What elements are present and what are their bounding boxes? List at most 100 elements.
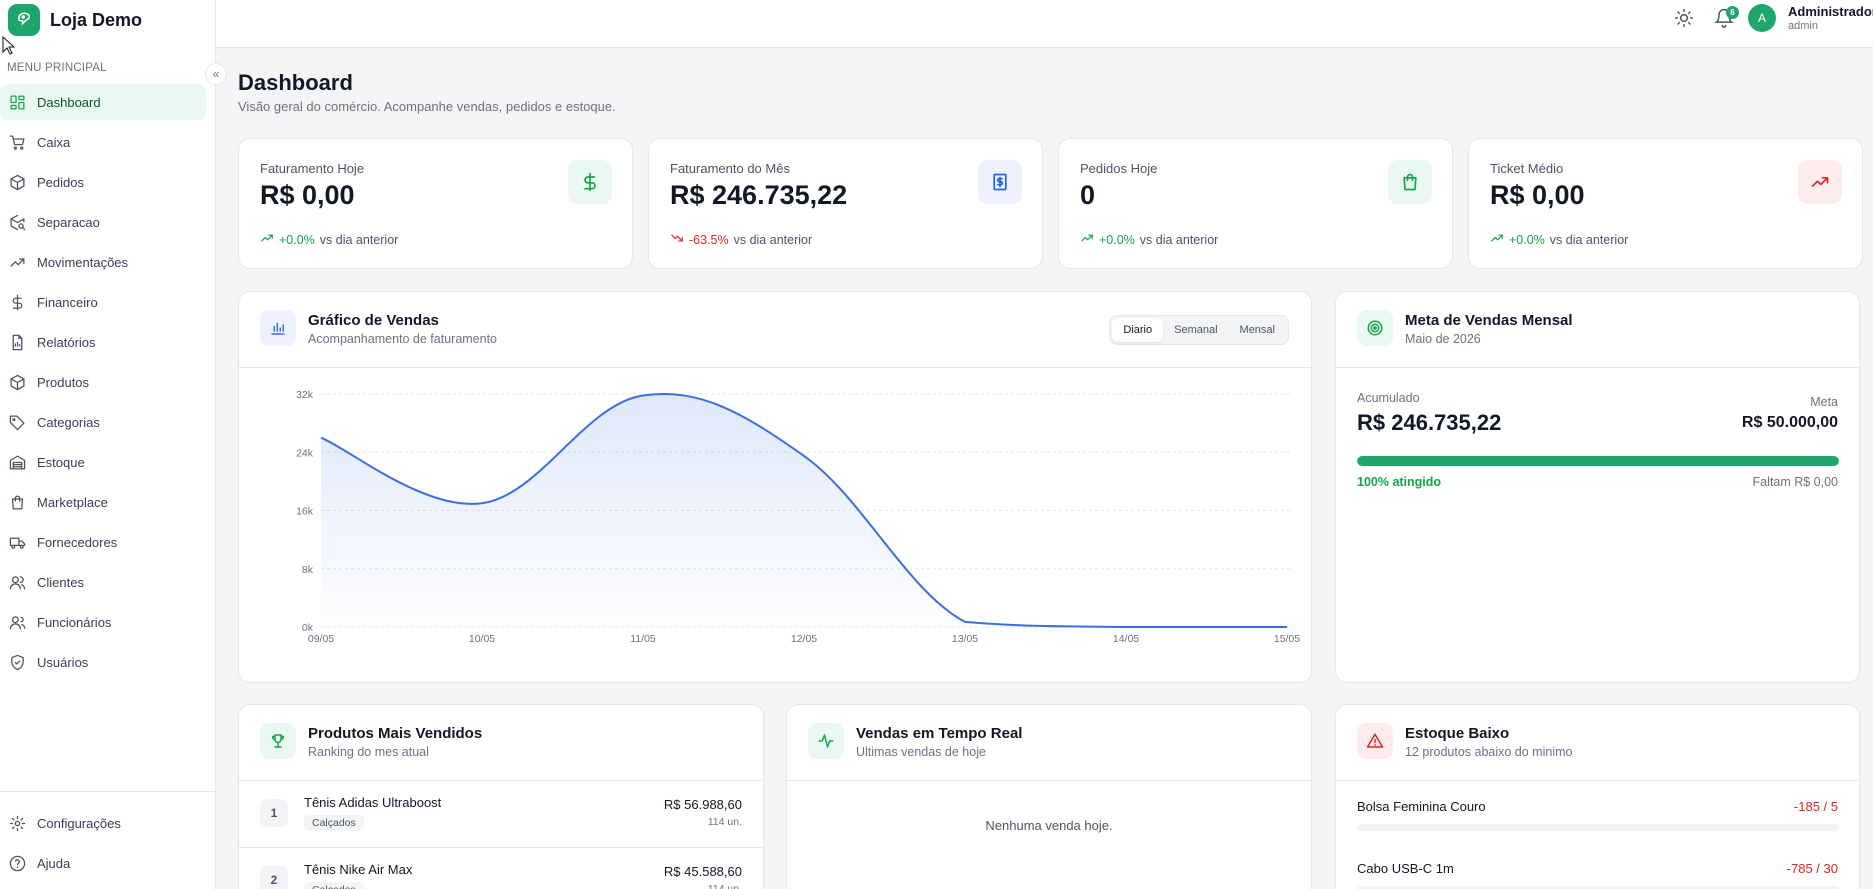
list-item[interactable]: 1 Tênis Adidas Ultraboost Calçados R$ 56.98… xyxy=(239,781,763,848)
goal-title: Meta de Vendas Mensal xyxy=(1405,312,1573,329)
kpi-card: Ticket Médio R$ 0,00 +0.0% vs dia anterior xyxy=(1468,138,1863,269)
sidebar-item-label: Funcionários xyxy=(37,614,112,630)
low-stock-subtitle: 12 produtos abaixo do minimo xyxy=(1405,745,1573,759)
sidebar-divider xyxy=(0,791,216,792)
sales-goal-card: Meta de Vendas Mensal Maio de 2026 Acumu… xyxy=(1335,291,1860,683)
bar-chart-icon xyxy=(260,310,296,346)
bell-icon xyxy=(1714,8,1734,28)
period-selector: Diario Semanal Mensal xyxy=(1109,315,1289,345)
avatar[interactable]: A xyxy=(1748,4,1776,32)
sidebar-item-label: Movimentações xyxy=(37,254,129,270)
x-tick-label: 12/05 xyxy=(791,633,817,645)
goal-achieved-text: 100% atingido xyxy=(1357,475,1442,489)
kpi-delta-caption: vs dia anterior xyxy=(319,232,399,247)
sidebar-item-fornecedores[interactable]: Fornecedores xyxy=(0,524,206,560)
tab-mensal[interactable]: Mensal xyxy=(1239,324,1275,336)
list-item[interactable]: 2 Tênis Nike Air Max Calçados R$ 45.588,60 1… xyxy=(239,848,763,889)
sun-icon xyxy=(1674,8,1694,28)
page-title: Dashboard xyxy=(238,70,353,95)
sidebar-item-label: Fornecedores xyxy=(37,534,118,550)
stock-level-bar xyxy=(1357,886,1839,889)
stock-level-bar xyxy=(1357,824,1839,831)
sidebar-item-label: Categorias xyxy=(37,414,100,430)
sales-chart-subtitle: Acompanhamento de faturamento xyxy=(308,332,498,346)
y-tick-label: 8k xyxy=(302,564,314,576)
sidebar-item-financeiro[interactable]: Financeiro xyxy=(0,284,206,320)
sidebar-item-produtos[interactable]: Produtos xyxy=(0,364,206,400)
shield-icon xyxy=(8,653,26,671)
sidebar-item-label: Pedidos xyxy=(37,174,84,190)
theme-toggle-button[interactable] xyxy=(1674,8,1694,28)
sidebar-item-clientes[interactable]: Clientes xyxy=(0,564,206,600)
x-tick-label: 10/05 xyxy=(469,633,495,645)
realtime-sales-card: Vendas em Tempo Real Ultimas vendas de h… xyxy=(786,704,1312,889)
kpi-delta-percent: +0.0% xyxy=(1509,232,1545,247)
kpi-label: Faturamento do Mês xyxy=(670,161,790,176)
sidebar-item-label: Usuários xyxy=(37,654,89,670)
sidebar-item-funcionarios[interactable]: Funcionários xyxy=(0,604,206,640)
sidebar-bottom-nav: Configurações Ajuda xyxy=(0,805,206,885)
goal-progress-fill xyxy=(1357,456,1839,466)
collapse-sidebar-button[interactable]: « xyxy=(205,63,227,85)
product-quantity: 114 un. xyxy=(707,816,742,828)
y-tick-label: 32k xyxy=(296,389,314,401)
accumulated-label: Acumulado xyxy=(1357,391,1420,405)
sales-area-chart: 0k 8k 16k 24k 32k 09/05 10/05 11/05 12/05 13/05 14… xyxy=(296,389,1300,645)
sidebar-item-caixa[interactable]: Caixa xyxy=(0,124,206,160)
sidebar-item-label: Configurações xyxy=(37,815,121,831)
sidebar-item-separacao[interactable]: Separacao xyxy=(0,204,206,240)
sidebar-item-marketplace[interactable]: Marketplace xyxy=(0,484,206,520)
product-category-badge: Calçados xyxy=(304,815,364,831)
x-tick-label: 11/05 xyxy=(630,633,656,645)
box-icon xyxy=(8,373,26,391)
sidebar: Loja Demo MENU PRINCIPAL Dashboard Caixa P… xyxy=(0,0,216,889)
sidebar-item-movimentacoes[interactable]: Movimentações xyxy=(0,244,206,280)
notifications-button[interactable]: 6 xyxy=(1714,6,1739,28)
tag-icon xyxy=(8,413,26,431)
stock-product-name: Bolsa Feminina Couro xyxy=(1357,799,1486,814)
brand-logo-icon xyxy=(8,4,40,36)
sidebar-item-categorias[interactable]: Categorias xyxy=(0,404,206,440)
top-products-card: Produtos Mais Vendidos Ranking do mes at… xyxy=(238,704,764,889)
tab-diario[interactable]: Diario xyxy=(1112,318,1164,342)
user-role: admin xyxy=(1788,20,1818,32)
kpi-delta: +0.0% vs dia anterior xyxy=(260,231,398,248)
sidebar-item-estoque[interactable]: Estoque xyxy=(0,444,206,480)
y-tick-label: 24k xyxy=(296,447,314,459)
brand[interactable]: Loja Demo xyxy=(8,3,142,37)
kpi-label: Pedidos Hoje xyxy=(1080,161,1158,176)
top-products-title: Produtos Mais Vendidos xyxy=(308,725,483,742)
kpi-delta-percent: -63.5% xyxy=(689,232,729,247)
warning-icon xyxy=(1357,723,1393,759)
y-tick-label: 16k xyxy=(296,506,314,518)
sidebar-item-relatorios[interactable]: Relatórios xyxy=(0,324,206,360)
users-icon xyxy=(8,573,26,591)
kpi-delta-percent: +0.0% xyxy=(279,232,315,247)
product-quantity: 114 un. xyxy=(707,883,742,889)
tab-semanal[interactable]: Semanal xyxy=(1174,324,1218,336)
sidebar-item-ajuda[interactable]: Ajuda xyxy=(0,845,206,881)
sidebar-item-usuarios[interactable]: Usuários xyxy=(0,644,206,680)
package-search-icon xyxy=(8,213,26,231)
sales-chart-title: Gráfico de Vendas xyxy=(308,312,439,329)
goal-header: Meta de Vendas Mensal Maio de 2026 xyxy=(1336,292,1859,368)
kpi-delta-caption: vs dia anterior xyxy=(1139,232,1219,247)
sidebar-item-dashboard[interactable]: Dashboard xyxy=(0,84,206,120)
truck-icon xyxy=(8,533,26,551)
user-name[interactable]: Administrador xyxy=(1788,4,1873,19)
help-icon xyxy=(8,854,26,872)
sidebar-item-label: Marketplace xyxy=(37,494,108,510)
sales-chart-header: Gráfico de Vendas Acompanhamento de fatu… xyxy=(239,292,1311,368)
accumulated-value: R$ 246.735,22 xyxy=(1357,410,1502,435)
sidebar-item-pedidos[interactable]: Pedidos xyxy=(0,164,206,200)
sidebar-item-label: Caixa xyxy=(37,134,71,150)
kpi-label: Faturamento Hoje xyxy=(260,161,365,176)
sidebar-item-label: Financeiro xyxy=(37,294,98,310)
realtime-title: Vendas em Tempo Real xyxy=(856,725,1023,742)
low-stock-card: Estoque Baixo 12 produtos abaixo do mini… xyxy=(1335,704,1860,889)
top-products-subtitle: Ranking do mes atual xyxy=(308,745,429,759)
stock-level: -785 / 30 xyxy=(1786,861,1838,876)
sidebar-item-configuracoes[interactable]: Configurações xyxy=(0,805,206,841)
kpi-delta-caption: vs dia anterior xyxy=(733,232,813,247)
package-icon xyxy=(8,173,26,191)
